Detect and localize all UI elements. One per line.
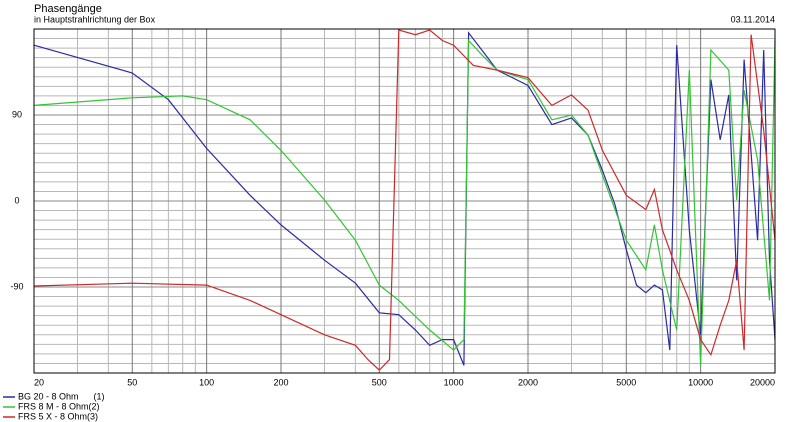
x-tick-label: 20 — [34, 377, 44, 387]
series-line — [33, 31, 776, 366]
y-tick-label: -90 — [10, 281, 23, 291]
x-tick-label: 2000 — [518, 377, 538, 387]
chart-title: Phasengänge — [34, 3, 102, 15]
legend-label: FRS 5 X - 8 Ohm(3) — [18, 411, 98, 421]
x-tick-label: 5000 — [616, 377, 636, 387]
y-tick-label: 90 — [12, 109, 22, 119]
legend-label: FRS 8 M - 8 Ohm(2) — [18, 401, 100, 411]
y-tick-label: 0 — [14, 195, 19, 205]
series-line — [33, 29, 776, 371]
x-tick-label: 100 — [199, 377, 214, 387]
chart-subtitle: in Hauptstrahlrichtung der Box — [34, 14, 156, 24]
x-tick-label: 20000 — [750, 377, 775, 387]
x-tick-label: 50 — [127, 377, 137, 387]
chart-date: 03.11.2014 — [731, 14, 775, 24]
series-line — [33, 38, 776, 366]
x-tick-label: 10000 — [688, 377, 713, 387]
plot — [33, 29, 776, 371]
x-tick-label: 200 — [273, 377, 288, 387]
x-tick-label: 1000 — [444, 377, 464, 387]
legend-label: BG 20 - 8 Ohm (1) — [18, 391, 105, 401]
plot-frame — [33, 28, 776, 374]
x-tick-label: 500 — [372, 377, 387, 387]
grid — [33, 28, 776, 374]
